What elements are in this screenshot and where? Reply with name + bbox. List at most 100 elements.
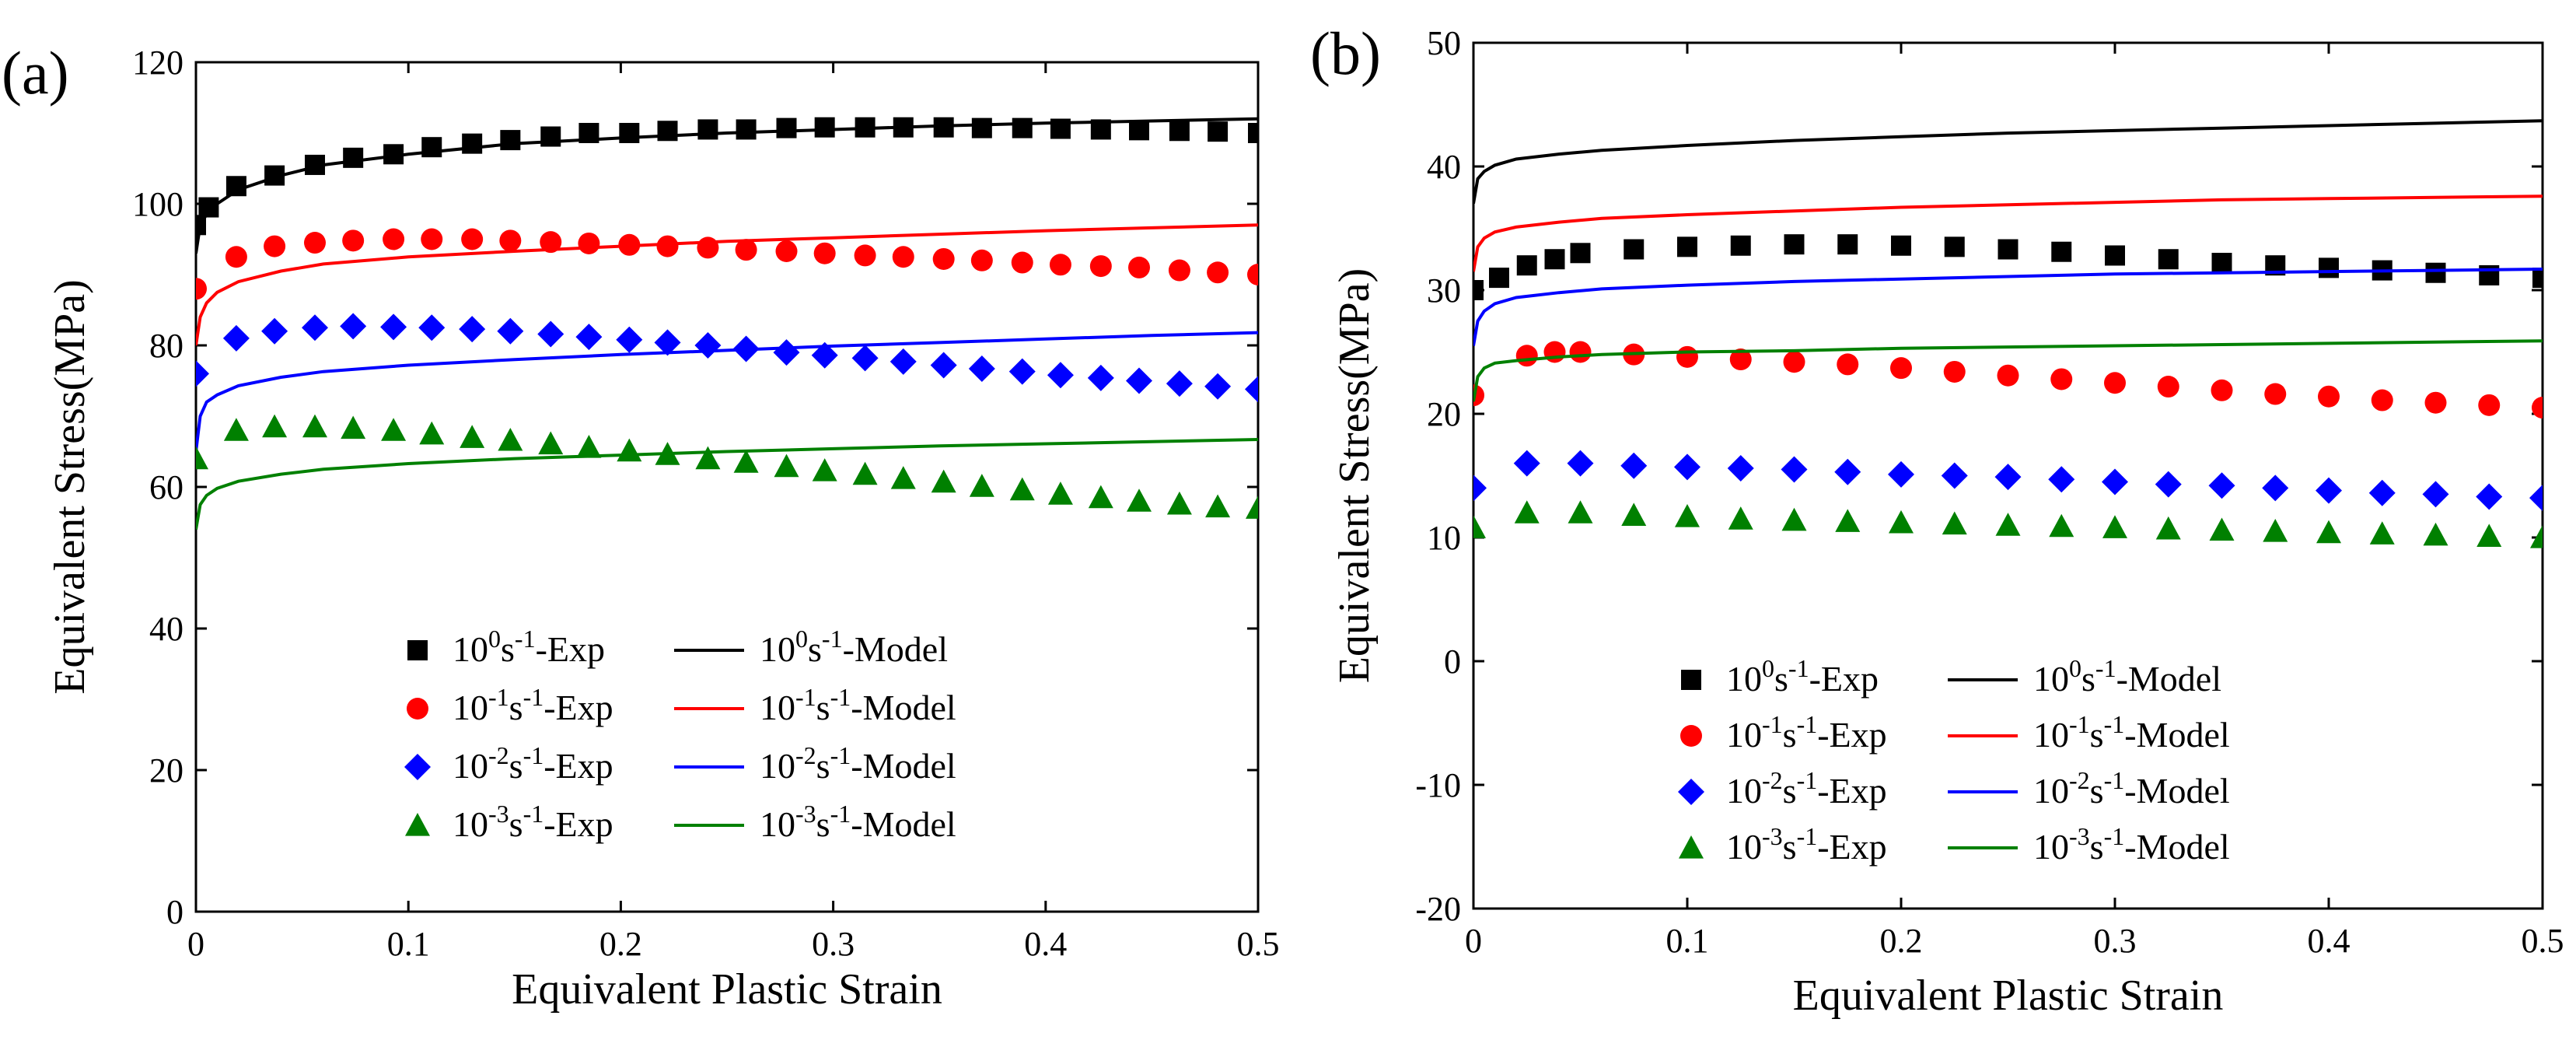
data-point-exp [1008, 358, 1036, 385]
panel-a: 0 0.1 0.2 0.3 0.4 0.5 0 20 40 60 80 100 120 Equivalen… [2, 39, 1280, 1014]
data-point-exp [1570, 243, 1591, 264]
legend-label-model: 10-1s-1-Model [2033, 710, 2230, 755]
data-point-exp [1730, 235, 1751, 256]
data-point-exp [813, 242, 836, 264]
data-point-exp [619, 123, 640, 143]
data-point-exp [2155, 516, 2181, 540]
x-axis-title: Equivalent Plastic Strain [512, 965, 942, 1014]
data-point-exp [1837, 234, 1858, 255]
data-point-exp [2211, 379, 2233, 401]
data-point-exp [340, 313, 367, 340]
legend-label-exp: 10-2s-1-Exp [1726, 766, 1887, 811]
data-point-exp [2368, 479, 2396, 506]
data-point-exp [1248, 123, 1258, 143]
data-point-exp [198, 197, 219, 218]
data-point-exp [225, 246, 247, 268]
data-point-exp [383, 228, 405, 250]
legend-label-exp: 100s-1-Exp [1726, 654, 1879, 699]
data-point-exp [1047, 362, 1074, 389]
data-point-exp [421, 228, 443, 250]
data-point-exp [1047, 481, 1073, 505]
data-point-exp [341, 415, 366, 439]
legend-label-exp: 10-3s-1-Exp [453, 800, 613, 844]
data-point-exp [654, 329, 681, 356]
series-line-model [1473, 119, 2543, 205]
data-point-exp [381, 418, 407, 441]
data-point-exp [2530, 525, 2543, 548]
data-point-exp [1514, 500, 1540, 524]
data-point-exp [1166, 370, 1193, 397]
data-point-exp [2105, 245, 2125, 266]
data-point-exp [657, 121, 678, 142]
data-point-exp [1942, 511, 1967, 535]
data-point-exp [2371, 389, 2393, 411]
data-point-exp [933, 117, 954, 138]
y-tick-label: 120 [132, 44, 184, 82]
x-tick-label: 0.4 [1024, 925, 1067, 963]
series-line-model [1473, 268, 2543, 346]
x-tick-label: 0.4 [2308, 922, 2351, 960]
data-point-exp [890, 466, 916, 489]
plot-frame [194, 61, 1260, 913]
y-tick-label: 60 [149, 468, 184, 506]
data-point-exp [2316, 520, 2341, 544]
data-point-exp [2476, 483, 2503, 510]
data-point-exp [2476, 524, 2502, 548]
data-point-exp [196, 360, 209, 387]
y-tick-label: -20 [1415, 890, 1461, 928]
data-point-exp [851, 345, 879, 372]
data-point-exp [418, 314, 446, 341]
data-point-exp [733, 450, 759, 473]
series-line-model [1473, 339, 2543, 402]
data-point-exp [1246, 495, 1258, 519]
data-point-exp [1995, 513, 2021, 536]
data-point-exp [1569, 341, 1592, 363]
x-tick-label: 0 [1465, 922, 1482, 960]
data-point-exp [1621, 502, 1647, 526]
data-point-exp [776, 117, 797, 138]
legend-label-exp: 10-2s-1-Exp [453, 741, 613, 786]
y-tick-label: 100 [132, 185, 184, 223]
data-point-exp [459, 316, 486, 343]
data-point-exp [1011, 251, 1033, 274]
data-point-exp [969, 474, 994, 497]
series-line-model [196, 223, 1258, 346]
data-point-exp [695, 446, 721, 470]
data-point-exp [578, 123, 599, 143]
data-point-exp [2423, 522, 2448, 546]
legend: 100s-1-Exp 100s-1-Model 10-1s-1-Exp 10-1s-1… [404, 625, 956, 844]
data-point-exp [2422, 481, 2449, 508]
data-point-exp [1674, 453, 1700, 481]
data-point-exp [736, 119, 757, 140]
data-point-exp [1890, 357, 1912, 380]
data-point-exp [499, 229, 522, 252]
data-point-exp [1126, 367, 1153, 394]
data-point-exp [811, 341, 838, 369]
data-point-exp [1169, 121, 1190, 142]
data-point-exp [775, 240, 798, 262]
y-tick-label: 0 [166, 893, 184, 931]
data-point-exp [2209, 517, 2235, 541]
data-point-exp [1944, 236, 1965, 257]
data-point-exp [460, 425, 485, 448]
x-tick-label: 0 [187, 925, 204, 963]
data-point-exp [1473, 280, 1484, 300]
x-tick-label: 0.2 [1880, 922, 1923, 960]
data-point-exp [1994, 464, 2022, 491]
data-point-exp [223, 418, 249, 441]
data-point-exp [1941, 462, 1968, 489]
series-line-model [1473, 194, 2543, 272]
data-point-exp [1781, 507, 1807, 531]
data-point-exp [1834, 458, 1861, 485]
data-point-exp [1943, 360, 1966, 383]
data-point-exp [225, 176, 246, 197]
data-point-exp [498, 427, 523, 451]
y-tick-label: 30 [1427, 271, 1461, 310]
data-point-exp [1087, 364, 1114, 391]
y-tick-label: -10 [1415, 766, 1461, 804]
data-point-exp [814, 117, 835, 138]
data-point-exp [540, 126, 561, 147]
legend-label-exp: 10-1s-1-Exp [453, 683, 613, 727]
data-point-exp [1515, 345, 1538, 367]
data-point-exp [302, 414, 327, 438]
